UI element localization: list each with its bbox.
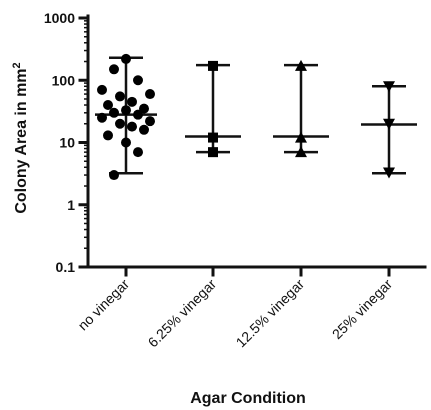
series-1 bbox=[185, 60, 241, 158]
data-point bbox=[295, 131, 307, 143]
data-point bbox=[115, 91, 125, 102]
x-tick-label: 6.25% vinegar bbox=[145, 276, 220, 351]
data-point bbox=[127, 121, 137, 132]
data-point bbox=[208, 132, 218, 143]
chart-marks bbox=[95, 53, 417, 181]
data-point bbox=[103, 130, 113, 141]
data-point bbox=[127, 96, 137, 107]
axes: 0.1 1 10 100 1000 no vinegar 6.25% vinegar 12.5… bbox=[44, 10, 427, 351]
data-point bbox=[295, 146, 307, 158]
data-point bbox=[115, 118, 125, 129]
data-point bbox=[121, 53, 131, 64]
data-point bbox=[133, 109, 143, 120]
data-point bbox=[109, 64, 119, 75]
data-point bbox=[139, 124, 149, 135]
data-point bbox=[109, 107, 119, 118]
x-tick-label: 25% vinegar bbox=[329, 276, 396, 343]
y-tick-label: 100 bbox=[52, 72, 76, 88]
data-point bbox=[97, 112, 107, 123]
data-point bbox=[295, 59, 307, 71]
data-point bbox=[121, 105, 131, 116]
data-point bbox=[133, 75, 143, 86]
x-axis-title: Agar Condition bbox=[190, 390, 306, 407]
data-point bbox=[383, 81, 395, 93]
series-0 bbox=[95, 53, 157, 181]
data-point bbox=[145, 116, 155, 127]
data-point bbox=[109, 170, 119, 181]
y-tick-label: 10 bbox=[59, 135, 75, 151]
y-tick-label: 1000 bbox=[44, 10, 75, 26]
x-tick-label: no vinegar bbox=[75, 276, 133, 334]
data-point bbox=[133, 147, 143, 158]
data-point bbox=[208, 60, 218, 71]
y-tick-label: 1 bbox=[67, 197, 75, 213]
data-point bbox=[103, 100, 113, 111]
data-point bbox=[383, 167, 395, 179]
data-point bbox=[97, 84, 107, 95]
series-3 bbox=[361, 81, 417, 179]
y-tick-label: 0.1 bbox=[56, 259, 76, 275]
series-2 bbox=[273, 59, 329, 158]
x-tick-label: 12.5% vinegar bbox=[233, 276, 308, 351]
data-point bbox=[208, 147, 218, 158]
data-point bbox=[383, 118, 395, 130]
y-axis-title: Colony Area in mm2 bbox=[11, 62, 30, 213]
data-point bbox=[145, 89, 155, 100]
data-point bbox=[121, 137, 131, 148]
